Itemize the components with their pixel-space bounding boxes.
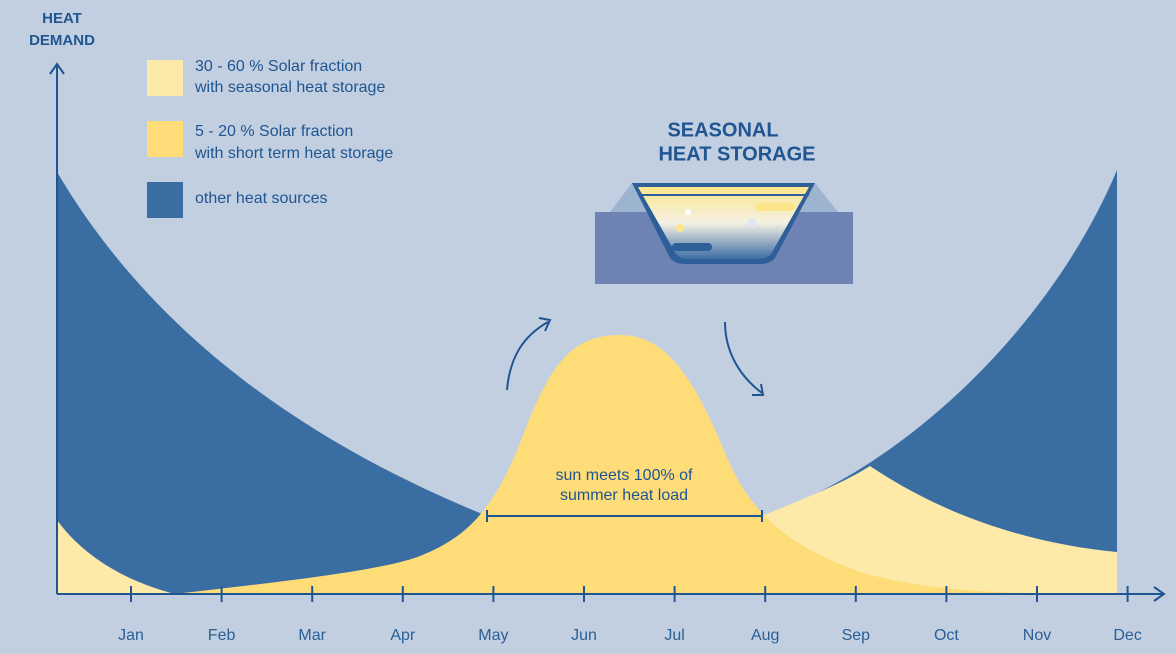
month-label: Feb [208,627,236,644]
legend-text: other heat sources [195,190,328,207]
month-label: Jun [571,627,597,644]
legend-text: with short term heat storage [194,145,393,162]
x-ticks [130,586,1129,602]
month-label: Dec [1113,627,1141,644]
month-label: Jul [664,627,684,644]
storage-title: SEASONAL [667,119,778,141]
month-label: Sep [842,627,871,644]
seasonal-area-right [760,466,1117,594]
storage-graphic [595,183,853,284]
month-label: Aug [751,627,779,644]
legend-text: 30 - 60 % Solar fraction [195,58,362,75]
month-label: Oct [934,627,959,644]
annotation: summer heat load [560,487,688,504]
legend-swatch [147,121,183,157]
y-axis-label: HEAT [42,10,82,27]
arrows [506,317,765,396]
annotation: sun meets 100% of [556,467,694,484]
storage-title: HEAT STORAGE [658,143,815,165]
short-term-area [175,335,1117,594]
month-label: Mar [298,627,326,644]
legend-swatch [147,182,183,218]
y-axis-label: DEMAND [29,32,95,49]
axes [49,62,1166,602]
month-label: Jan [118,627,144,644]
month-label: Apr [390,627,416,644]
legend-text: with seasonal heat storage [194,79,385,96]
legend-text: 5 - 20 % Solar fraction [195,123,353,140]
seasonal-area-left [57,520,175,594]
month-label: May [478,627,508,644]
legend-swatch [147,60,183,96]
month-label: Nov [1023,627,1051,644]
